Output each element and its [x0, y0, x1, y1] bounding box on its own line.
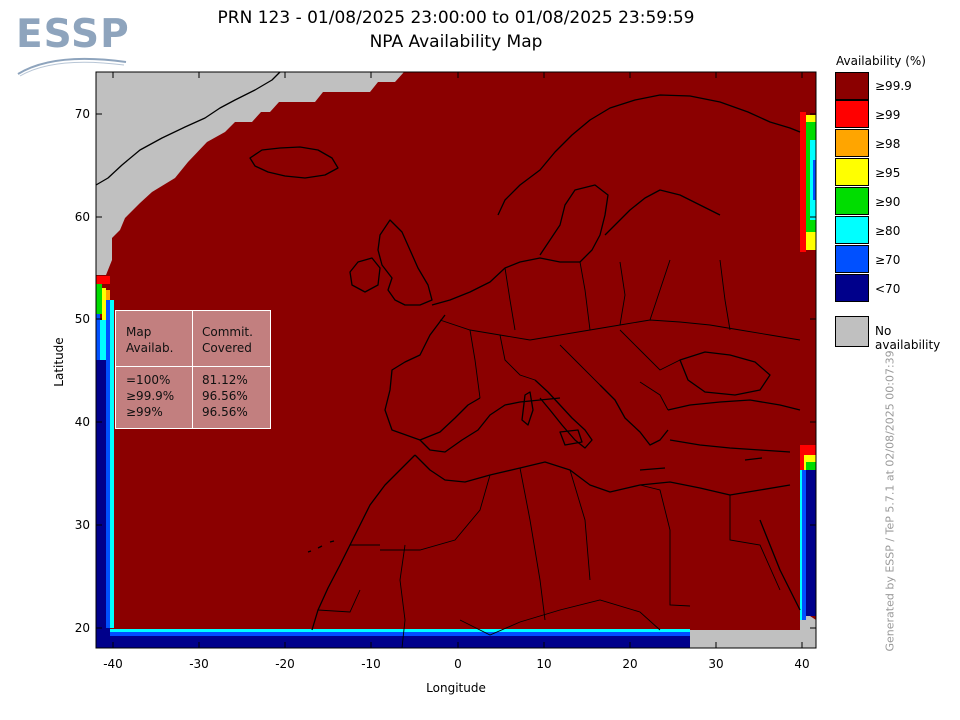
south-band-dark-blue — [96, 636, 690, 648]
ytick-label: 60 — [74, 210, 90, 224]
legend-swatch — [835, 129, 869, 157]
stats-map-values: =100% ≥99.9% ≥99% — [126, 373, 175, 419]
legend-swatch — [835, 100, 869, 128]
xtick-label: -30 — [189, 657, 209, 671]
west-band-red — [96, 276, 110, 284]
legend-label: ≥98 — [875, 137, 901, 151]
legend-label: ≥70 — [875, 253, 901, 267]
legend-label: ≥80 — [875, 224, 901, 238]
no-availability-northwest — [96, 72, 404, 275]
legend-swatch-no-availability — [835, 316, 869, 347]
stats-covered-values: 81.12% 96.56% 96.56% — [202, 373, 248, 419]
axis-ticks — [96, 72, 816, 648]
legend-label: ≥99 — [875, 108, 901, 122]
legend-swatch — [835, 274, 869, 302]
plot-frame — [95, 71, 817, 649]
xtick-label: 0 — [454, 657, 462, 671]
map-subtitle: NPA Availability Map — [369, 32, 543, 52]
xtick-label: -20 — [275, 657, 295, 671]
map-title: PRN 123 - 01/08/2025 23:00:00 to 01/08/2… — [217, 8, 695, 28]
west-band-yellow — [102, 288, 106, 320]
west-inner-cyan — [110, 300, 114, 628]
west-band-blue — [96, 310, 100, 360]
east-north-blue — [813, 160, 816, 200]
east-north-red — [800, 112, 806, 252]
legend-swatch — [835, 245, 869, 273]
ytick-label: 70 — [74, 107, 90, 121]
xtick-label: 10 — [536, 657, 552, 671]
east-south-blue — [802, 470, 806, 620]
coastlines — [95, 71, 801, 631]
legend-label: ≥90 — [875, 195, 901, 209]
legend-swatch — [835, 158, 869, 186]
country-borders — [317, 259, 801, 649]
legend-title: Availability (%) — [836, 54, 926, 68]
xtick-label: 20 — [622, 657, 638, 671]
west-inner-blue — [106, 300, 110, 628]
logo-text: ESSP — [16, 12, 130, 57]
x-axis-label: Longitude — [426, 681, 486, 695]
xtick-label: -40 — [103, 657, 123, 671]
south-band-blue — [110, 632, 690, 636]
xtick-label: 40 — [794, 657, 810, 671]
west-band-cyan — [100, 320, 106, 360]
ytick-label: 20 — [74, 621, 90, 635]
legend-swatch — [835, 187, 869, 215]
east-south-dark-blue — [806, 470, 816, 616]
stats-header-map: Map Availab. — [126, 325, 174, 355]
logo-swoosh — [17, 57, 127, 77]
south-band-cyan — [110, 629, 690, 632]
xtick-label: 30 — [708, 657, 724, 671]
y-axis-label: Latitude — [52, 337, 66, 387]
west-band-green — [96, 282, 102, 314]
stats-header-covered: Commit. Covered — [202, 325, 253, 355]
ytick-label: 50 — [74, 312, 90, 326]
xtick-label: -10 — [361, 657, 381, 671]
ytick-label: 40 — [74, 415, 90, 429]
legend-label: ≥99.9 — [875, 79, 912, 93]
no-availability-southeast — [690, 616, 816, 648]
generated-by-credit: Generated by ESSP / TeP 5.7.1 at 02/08/2… — [883, 350, 897, 652]
legend-label: <70 — [875, 282, 901, 296]
legend-swatch — [835, 216, 869, 244]
essp-logo: ESSP — [14, 12, 130, 78]
availability-stats-box: Map Availab. Commit. Covered =100% ≥99.9… — [115, 310, 271, 429]
ytick-label: 30 — [74, 518, 90, 532]
legend-swatch — [835, 72, 869, 100]
legend-label: ≥95 — [875, 166, 901, 180]
legend-label-no-availability: No availability — [875, 324, 941, 352]
